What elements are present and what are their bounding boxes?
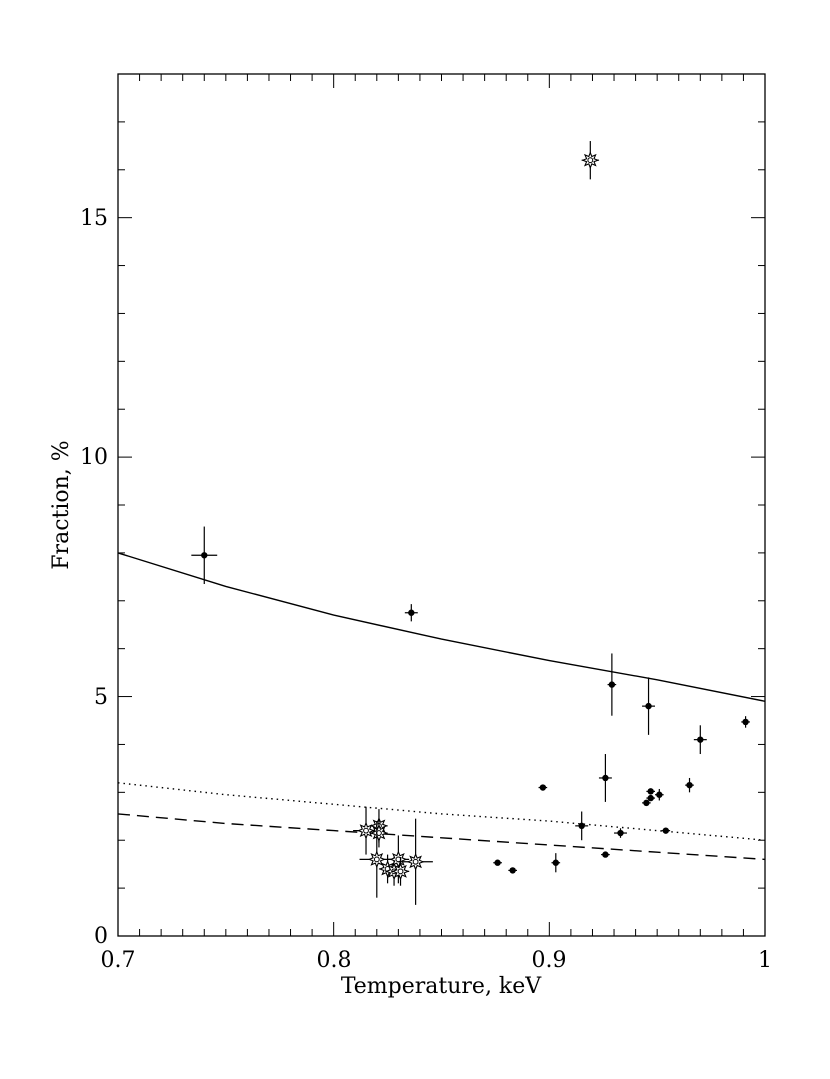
y-tick-label: 5: [94, 685, 108, 710]
data-point: [602, 774, 609, 782]
data-point: [539, 784, 547, 791]
data-point: [201, 552, 208, 559]
star-point: [367, 850, 386, 869]
y-tick-label: 0: [94, 924, 108, 949]
axis-ticks: [117, 73, 766, 937]
star-point: [406, 852, 425, 871]
data-point: [742, 718, 749, 726]
data-point: [656, 791, 663, 798]
data-point: [408, 609, 415, 616]
data-point: [647, 794, 654, 802]
y-tick-label: 15: [80, 206, 108, 231]
data-point: [697, 736, 704, 743]
data-point: [647, 788, 654, 795]
x-tick-label: 0.7: [101, 948, 136, 973]
x-tick-label: 0.8: [317, 948, 352, 973]
star-point: [357, 821, 375, 840]
star-point: [391, 862, 410, 881]
star-point: [581, 151, 600, 170]
y-tick-label: 10: [80, 445, 108, 470]
data-point: [643, 799, 650, 807]
curve-dotted: [117, 782, 766, 841]
plot-frame: [117, 73, 766, 937]
x-axis-label: Temperature, keV: [341, 974, 542, 999]
x-tick-label: 0.9: [532, 948, 567, 973]
model-curves: [117, 552, 766, 861]
data-point: [602, 851, 609, 858]
star-point: [389, 850, 408, 869]
curve-solid: [117, 552, 766, 702]
star-point: [370, 824, 388, 842]
data-point: [578, 822, 585, 830]
data-point: [617, 829, 624, 837]
curve-dashed: [117, 813, 766, 861]
data-point: [645, 702, 652, 710]
data-points: [191, 141, 750, 905]
data-point: [608, 681, 616, 688]
star-point-center: [363, 827, 369, 834]
data-point: [662, 827, 669, 834]
data-point: [509, 867, 516, 874]
star-point-center: [412, 858, 419, 865]
star-point-center: [373, 856, 380, 863]
x-tick-label: 1: [758, 948, 772, 973]
y-axis-label: Fraction, %: [49, 440, 74, 569]
star-point-center: [587, 157, 594, 164]
star-point-center: [397, 868, 404, 875]
data-point: [494, 859, 501, 866]
data-point: [552, 859, 560, 866]
data-point: [686, 781, 693, 789]
